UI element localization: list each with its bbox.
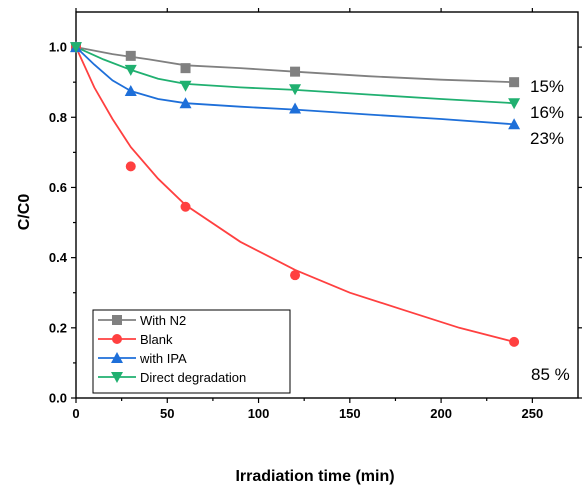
data-point-blank bbox=[290, 270, 301, 281]
series-line-blank bbox=[75, 46, 515, 343]
data-point-direct-degradation bbox=[179, 80, 192, 92]
data-point-blank bbox=[125, 161, 136, 172]
annotation-with-n2: 15% bbox=[530, 77, 564, 96]
legend-items bbox=[98, 315, 136, 383]
x-tick-label: 50 bbox=[160, 406, 174, 421]
y-tick-label: 0.2 bbox=[49, 320, 67, 335]
series-line-with-n2 bbox=[75, 46, 515, 84]
data-point-direct-degradation bbox=[508, 98, 521, 110]
data-point-with-ipa bbox=[124, 84, 137, 96]
y-tick-label: 1.0 bbox=[49, 40, 67, 55]
axes: 0 50 100 150 200 250 0.0 0.2 0.4 0.6 0.8 1.0 bbox=[49, 8, 582, 421]
x-tick-label: 250 bbox=[522, 406, 544, 421]
data-point-with-n2 bbox=[125, 50, 136, 61]
data-point-direct-degradation bbox=[70, 42, 82, 54]
annotation-direct-degradation: 16% bbox=[530, 103, 564, 122]
plot-frame bbox=[75, 11, 579, 399]
legend-marker-direct-degradation bbox=[111, 372, 123, 383]
legend-marker-with-ipa bbox=[111, 352, 123, 363]
x-tick-label: 200 bbox=[430, 406, 452, 421]
legend-marker-with-n2 bbox=[112, 315, 122, 325]
legend-box bbox=[92, 309, 291, 394]
legend-label-direct-degradation: Direct degradation bbox=[140, 370, 246, 385]
data-point-with-n2 bbox=[180, 63, 191, 74]
legend-label-blank: Blank bbox=[140, 332, 173, 347]
data-point-direct-degradation bbox=[289, 84, 302, 96]
data-point-with-n2 bbox=[290, 66, 301, 77]
legend-marker-blank bbox=[112, 334, 122, 344]
data-point-direct-degradation bbox=[124, 64, 137, 76]
legend-label-with-n2: With N2 bbox=[140, 313, 186, 328]
annotation-with-ipa: 23% bbox=[530, 129, 564, 148]
y-axis-title: C/C0 bbox=[16, 194, 33, 231]
x-tick-label: 0 bbox=[72, 406, 79, 421]
y-tick-label: 0.4 bbox=[49, 250, 68, 265]
y-tick-label: 0.8 bbox=[49, 110, 67, 125]
legend: With N2 Blank with IPA Direct degradatio… bbox=[92, 309, 291, 394]
data-point-blank bbox=[509, 336, 520, 347]
x-axis-title: Irradiation time (min) bbox=[235, 468, 394, 485]
series-markers bbox=[70, 41, 521, 347]
y-tick-label: 0.6 bbox=[49, 180, 67, 195]
data-point-with-ipa bbox=[179, 97, 192, 109]
x-tick-label: 100 bbox=[248, 406, 270, 421]
annotation-blank: 85 % bbox=[531, 365, 570, 384]
legend-label-with-ipa: with IPA bbox=[139, 351, 187, 366]
data-point-with-ipa bbox=[508, 118, 521, 130]
x-tick-label: 150 bbox=[339, 406, 361, 421]
data-point-with-ipa bbox=[289, 102, 302, 114]
series-line-direct-degradation bbox=[75, 46, 515, 105]
data-point-with-n2 bbox=[509, 77, 520, 88]
y-tick-label: 0.0 bbox=[49, 391, 67, 406]
data-point-blank bbox=[180, 201, 191, 212]
